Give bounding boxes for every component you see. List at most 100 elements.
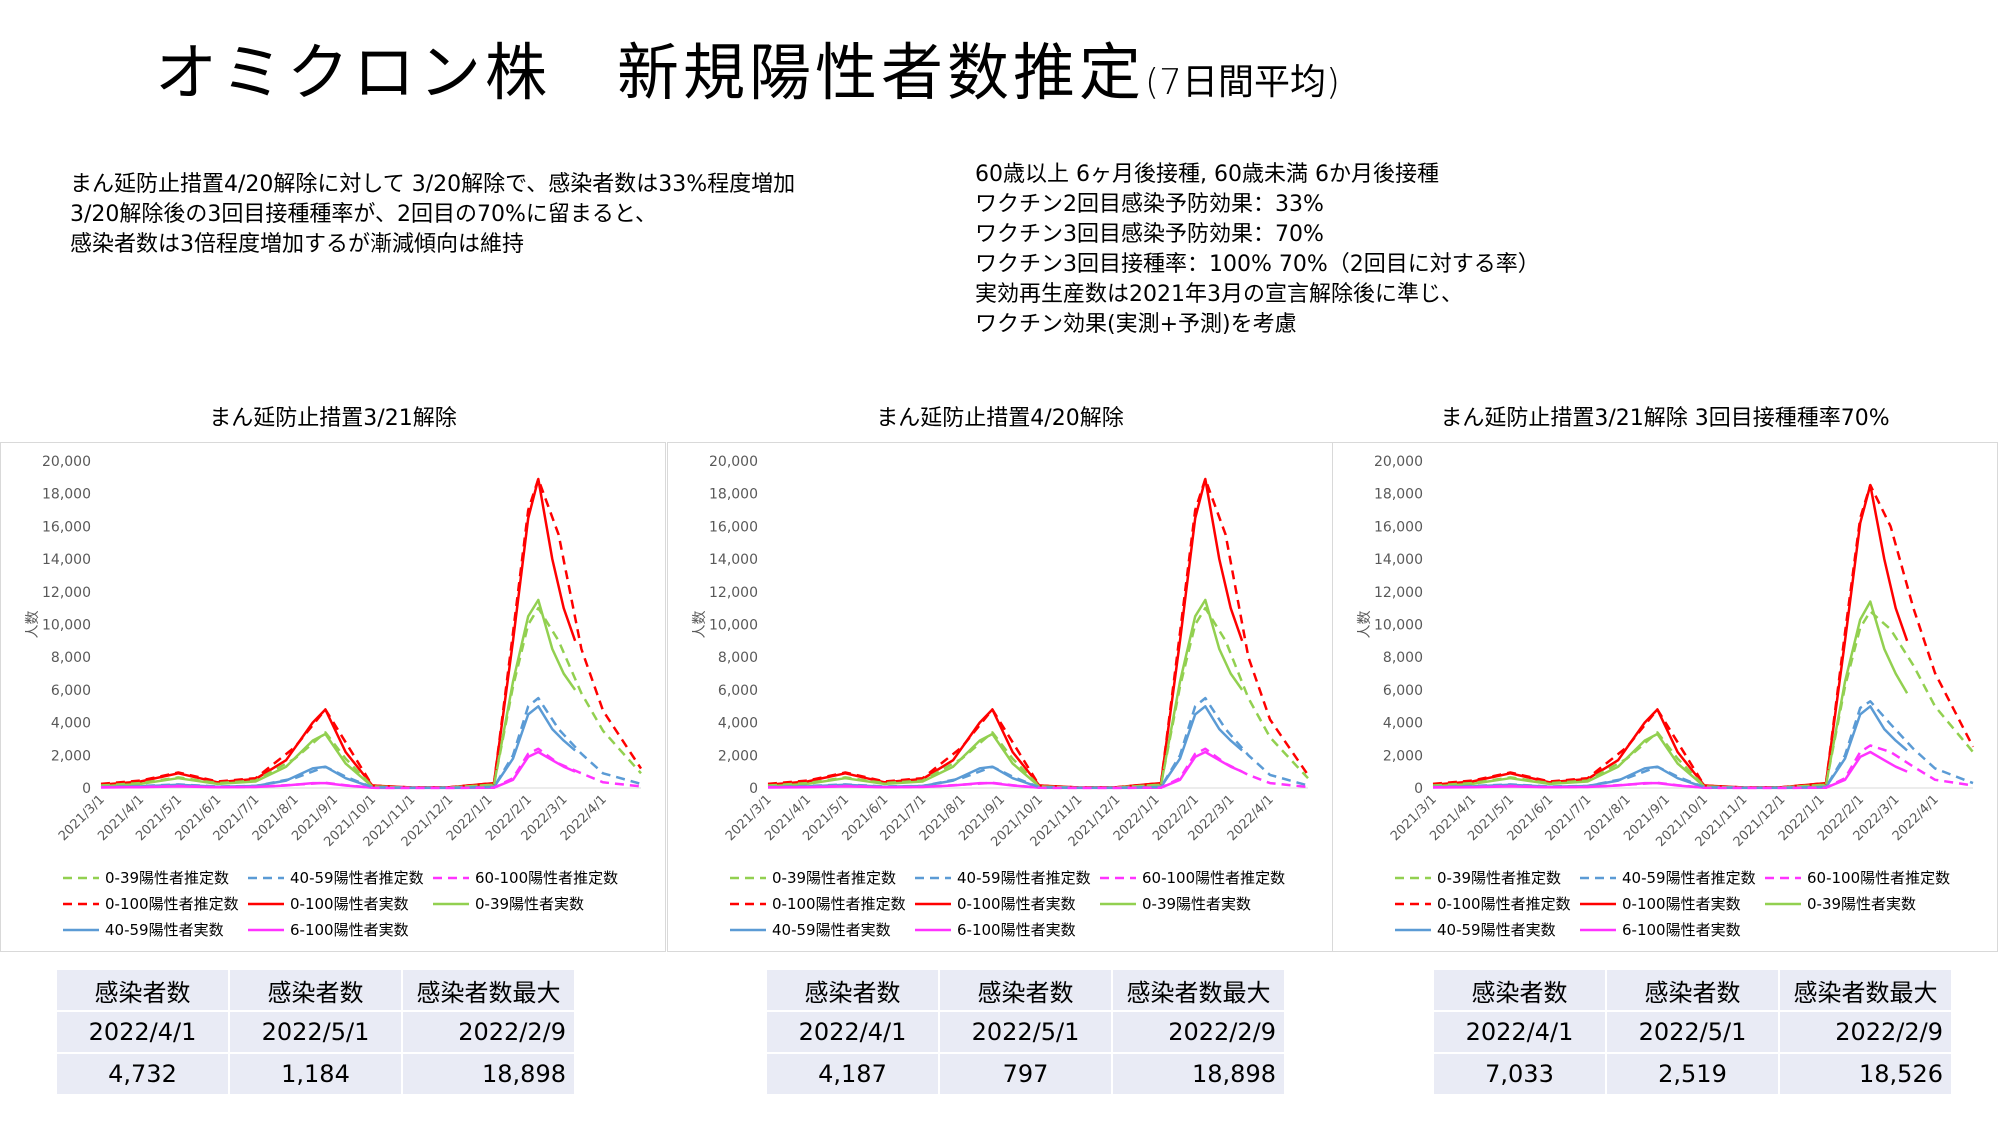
legend-swatch bbox=[1100, 902, 1136, 905]
legend-swatch bbox=[248, 876, 284, 879]
note-line: 感染者数は3倍程度増加するが漸減傾向は維持 bbox=[70, 232, 524, 257]
note-line: ワクチン2回目感染予防効果：33% bbox=[975, 192, 1324, 217]
chart-area: 0 2,000 4,000 6,000 8,000 10,000 12,000 14,000 1… bbox=[1332, 442, 1998, 952]
series-line bbox=[767, 598, 1244, 789]
series-line bbox=[767, 606, 1309, 789]
legend-item: 6-100陽性者実数 bbox=[1578, 919, 1741, 940]
y-tick-label: 12,000 bbox=[42, 585, 91, 601]
legend-label: 40-59陽性者推定数 bbox=[957, 869, 1091, 887]
legend-item: 40-59陽性者推定数 bbox=[913, 867, 1091, 888]
chart-svg: 0 2,000 4,000 6,000 8,000 10,000 12,000 14,000 1… bbox=[692, 454, 1310, 850]
y-axis-label: 人数 bbox=[692, 611, 708, 639]
legend-item: 40-59陽性者実数 bbox=[728, 919, 891, 940]
legend-item: 0-39陽性者実数 bbox=[1098, 893, 1251, 914]
legend-label: 0-100陽性者推定数 bbox=[105, 895, 239, 913]
note-line: ワクチン効果(実測+予測)を考慮 bbox=[975, 312, 1297, 337]
note-line: 3/20解除後の3回目接種種率が、2回目の70%に留まると、 bbox=[70, 202, 657, 227]
table-cell: 18,526 bbox=[1780, 1054, 1951, 1094]
table-row: 7,033 2,519 18,526 bbox=[1434, 1054, 1951, 1094]
y-tick-label: 2,000 bbox=[51, 748, 91, 764]
y-tick-label: 20,000 bbox=[1374, 454, 1423, 470]
y-tick-label: 14,000 bbox=[1374, 552, 1423, 568]
y-tick-label: 8,000 bbox=[1383, 650, 1423, 666]
legend-item: 0-100陽性者推定数 bbox=[1393, 893, 1571, 914]
legend-item: 40-59陽性者推定数 bbox=[1578, 867, 1756, 888]
legend-swatch bbox=[915, 902, 951, 905]
legend-label: 0-100陽性者実数 bbox=[1622, 895, 1741, 913]
y-tick-label: 10,000 bbox=[709, 618, 758, 634]
y-tick-label: 18,000 bbox=[709, 487, 758, 503]
note-line: ワクチン3回目感染予防効果：70% bbox=[975, 222, 1324, 247]
series-line bbox=[100, 477, 577, 789]
legend-swatch bbox=[730, 902, 766, 905]
legend-item: 60-100陽性者推定数 bbox=[1763, 867, 1950, 888]
legend-label: 0-100陽性者実数 bbox=[290, 895, 409, 913]
y-tick-label: 4,000 bbox=[51, 716, 91, 732]
legend-item: 0-39陽性者推定数 bbox=[728, 867, 896, 888]
note-line: 実効再生産数は2021年3月の宣言解除後に準じ、 bbox=[975, 282, 1463, 307]
legend-label: 0-39陽性者実数 bbox=[1142, 895, 1252, 913]
note-line: 60歳以上 6ヶ月後接種, 60歳未満 6か月後接種 bbox=[975, 162, 1439, 187]
table-cell: 2022/2/9 bbox=[1113, 1012, 1284, 1052]
legend-label: 60-100陽性者推定数 bbox=[475, 869, 619, 887]
y-tick-label: 18,000 bbox=[42, 487, 91, 503]
stats-table: 感染者数 感染者数 感染者数最大 2022/4/1 2022/5/1 2022/2/9 4,… bbox=[55, 968, 576, 1096]
chart-area: 0 2,000 4,000 6,000 8,000 10,000 12,000 14,000 1… bbox=[667, 442, 1333, 952]
table-cell: 2022/5/1 bbox=[230, 1012, 401, 1052]
legend-swatch bbox=[730, 876, 766, 879]
legend-label: 0-39陽性者推定数 bbox=[772, 869, 897, 887]
table-cell: 7,033 bbox=[1434, 1054, 1605, 1094]
table-header-cell: 感染者数 bbox=[940, 970, 1111, 1010]
legend-swatch bbox=[1395, 902, 1431, 905]
legend-label: 6-100陽性者実数 bbox=[290, 921, 409, 939]
legend-label: 0-100陽性者推定数 bbox=[1437, 895, 1571, 913]
legend-label: 0-39陽性者推定数 bbox=[1437, 869, 1562, 887]
notes-right: 60歳以上 6ヶ月後接種, 60歳未満 6か月後接種 ワクチン2回目感染予防効果… bbox=[975, 160, 1540, 340]
page-title-sub: (7日間平均) bbox=[1145, 62, 1341, 103]
legend-swatch bbox=[1580, 876, 1616, 879]
table-cell: 18,898 bbox=[1113, 1054, 1284, 1094]
table-header-cell: 感染者数最大 bbox=[403, 970, 574, 1010]
page-title: オミクロン株 新規陽性者数推定(7日間平均) bbox=[155, 22, 1340, 112]
y-tick-label: 14,000 bbox=[42, 552, 91, 568]
table-cell: 2022/4/1 bbox=[767, 1012, 938, 1052]
series-line bbox=[767, 477, 1244, 789]
table-header-cell: 感染者数最大 bbox=[1113, 970, 1284, 1010]
legend-label: 60-100陽性者推定数 bbox=[1807, 869, 1951, 887]
table-row: 2022/4/1 2022/5/1 2022/2/9 bbox=[57, 1012, 574, 1052]
table-cell: 2022/2/9 bbox=[403, 1012, 574, 1052]
legend-swatch bbox=[248, 928, 284, 931]
note-line: ワクチン3回目接種率：100% 70%（2回目に対する率） bbox=[975, 252, 1540, 277]
legend-swatch bbox=[1395, 876, 1431, 879]
legend-item: 60-100陽性者推定数 bbox=[431, 867, 618, 888]
y-tick-label: 16,000 bbox=[709, 519, 758, 535]
legend-item: 40-59陽性者実数 bbox=[1393, 919, 1556, 940]
legend-swatch bbox=[730, 928, 766, 931]
stats-table: 感染者数 感染者数 感染者数最大 2022/4/1 2022/5/1 2022/2/9 4,… bbox=[765, 968, 1286, 1096]
legend-swatch bbox=[1395, 928, 1431, 931]
legend-item: 0-100陽性者実数 bbox=[246, 893, 409, 914]
table-row: 4,732 1,184 18,898 bbox=[57, 1054, 574, 1094]
legend-item: 40-59陽性者実数 bbox=[61, 919, 224, 940]
y-axis-label: 人数 bbox=[25, 611, 41, 639]
y-tick-label: 14,000 bbox=[709, 552, 758, 568]
legend-item: 0-39陽性者実数 bbox=[431, 893, 584, 914]
chart-title: まん延防止措置4/20解除 bbox=[876, 406, 1124, 431]
legend-swatch bbox=[433, 876, 469, 879]
table-row: 2022/4/1 2022/5/1 2022/2/9 bbox=[767, 1012, 1284, 1052]
legend-label: 40-59陽性者実数 bbox=[1437, 921, 1556, 939]
table-cell: 2022/5/1 bbox=[940, 1012, 1111, 1052]
legend-swatch bbox=[1765, 902, 1801, 905]
table-row: 感染者数 感染者数 感染者数最大 bbox=[57, 970, 574, 1010]
legend-item: 0-39陽性者実数 bbox=[1763, 893, 1916, 914]
y-tick-label: 4,000 bbox=[1383, 716, 1423, 732]
y-tick-label: 0 bbox=[82, 781, 91, 797]
table-header-cell: 感染者数最大 bbox=[1780, 970, 1951, 1010]
table-row: 感染者数 感染者数 感染者数最大 bbox=[1434, 970, 1951, 1010]
y-tick-label: 0 bbox=[749, 781, 758, 797]
legend-label: 0-39陽性者実数 bbox=[1807, 895, 1917, 913]
y-tick-label: 18,000 bbox=[1374, 487, 1423, 503]
legend-label: 40-59陽性者実数 bbox=[105, 921, 224, 939]
chart-svg: 0 2,000 4,000 6,000 8,000 10,000 12,000 14,000 1… bbox=[1357, 454, 1975, 850]
legend-label: 6-100陽性者実数 bbox=[1622, 921, 1741, 939]
